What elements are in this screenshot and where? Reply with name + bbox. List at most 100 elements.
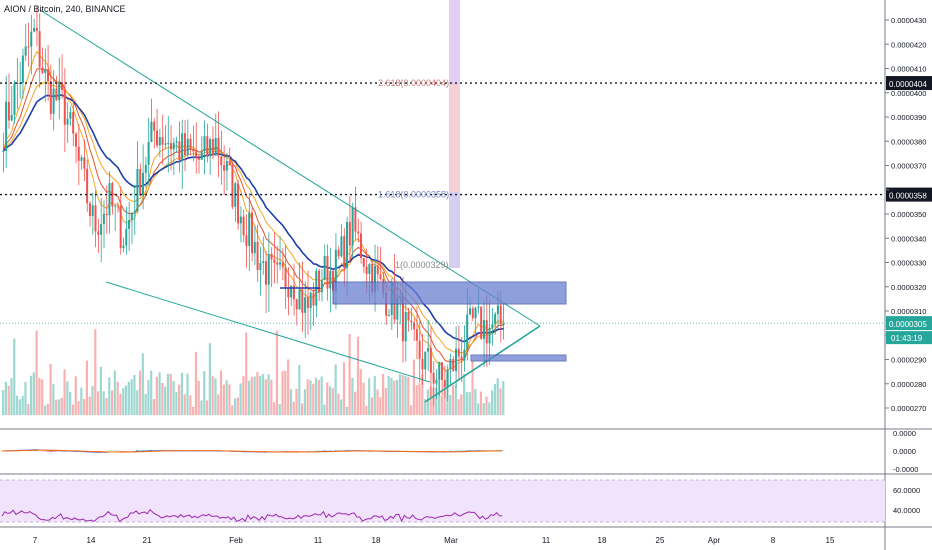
- candle-body: [455, 348, 457, 372]
- volume-bar: [183, 394, 186, 415]
- candle-body: [278, 262, 281, 265]
- volume-bar: [7, 385, 10, 415]
- volume-bar: [323, 404, 326, 415]
- volume-bar: [155, 376, 158, 415]
- volume-bar: [396, 379, 399, 415]
- volume-bar: [2, 390, 5, 415]
- volume-bar: [4, 381, 7, 415]
- macd-histogram-bar: [46, 451, 49, 452]
- candle-body: [404, 311, 407, 342]
- volume-bar: [468, 391, 471, 415]
- candle-body: [183, 133, 186, 156]
- chart-title: AION / Bitcoin, 240, BINANCE: [4, 4, 126, 14]
- volume-bar: [376, 389, 379, 415]
- candle-body: [348, 222, 351, 246]
- volume-bar: [27, 404, 30, 415]
- candle-body: [211, 139, 214, 156]
- ema-orange-slow-line: [2, 81, 504, 354]
- candle-body: [220, 156, 223, 166]
- candle-body: [306, 297, 309, 309]
- candle-body: [225, 161, 228, 171]
- candle-body: [365, 266, 368, 274]
- volume-bar: [326, 382, 329, 415]
- volume-bar: [342, 362, 346, 415]
- volume-bar: [21, 395, 24, 415]
- candle-body: [102, 213, 105, 224]
- candle-body: [491, 324, 494, 328]
- candle-body: [41, 67, 44, 73]
- candle-body: [133, 211, 136, 213]
- volume-bar: [119, 393, 122, 415]
- candle-body: [21, 55, 24, 83]
- volume-bar: [172, 380, 175, 415]
- candle-body: [463, 349, 466, 361]
- volume-bar: [451, 385, 455, 415]
- time-axis-label: Feb: [229, 536, 243, 545]
- macd-histogram-bar: [99, 451, 102, 452]
- candle-body: [63, 89, 66, 125]
- volume-bar: [345, 406, 348, 415]
- candle-body: [231, 165, 234, 207]
- volume-bar: [178, 384, 181, 415]
- volume-bar: [38, 378, 41, 415]
- candle-body: [60, 82, 63, 90]
- volume-bar: [122, 388, 125, 415]
- time-axis-label: 15: [826, 536, 835, 545]
- volume-bar: [393, 380, 396, 415]
- candle-body: [195, 151, 198, 158]
- candle-body: [415, 329, 418, 341]
- countdown-tag: [886, 331, 932, 345]
- candle-body: [276, 262, 279, 265]
- volume-bar: [496, 378, 499, 415]
- volume-bar: [298, 364, 301, 415]
- volume-bar: [354, 391, 357, 415]
- macd-histogram-bar: [138, 450, 142, 451]
- fib-level-label: 1(0.0000329): [395, 260, 449, 270]
- volume-bar: [88, 396, 91, 415]
- candle-body: [24, 46, 27, 56]
- volume-bar: [150, 370, 153, 415]
- volume-bar: [471, 361, 474, 415]
- volume-bar: [477, 403, 480, 415]
- candle-body: [16, 82, 19, 84]
- time-axis-label: Apr: [708, 536, 721, 545]
- candle-body: [27, 46, 30, 48]
- candle-body: [100, 223, 103, 235]
- volume-bar: [270, 379, 273, 415]
- candle-body: [122, 245, 125, 249]
- fib-level-label: 2.618(0.0000404): [378, 78, 449, 88]
- candle-body: [441, 362, 444, 381]
- volume-bar: [102, 391, 105, 415]
- candle-body: [136, 168, 139, 212]
- candle-body: [471, 308, 474, 319]
- time-axis-label: 7: [33, 536, 38, 545]
- candle-body: [468, 308, 471, 315]
- volume-bar: [407, 376, 410, 415]
- volume-bar: [211, 376, 214, 415]
- candle-body: [424, 351, 427, 370]
- volume-bar: [488, 402, 491, 415]
- volume-bar: [85, 360, 89, 415]
- price-axis-label: 0.0000370: [891, 162, 926, 171]
- candle-body: [147, 141, 150, 165]
- volume-bar: [404, 375, 407, 415]
- volume-bar: [264, 379, 267, 415]
- volume-bar: [289, 389, 293, 415]
- volume-bar: [334, 364, 337, 415]
- volume-bar: [356, 336, 360, 415]
- time-axis-label: 11: [314, 536, 323, 545]
- candle-body: [362, 258, 365, 267]
- volume-bar: [247, 380, 251, 415]
- price-axis-label: 0.0000310: [891, 307, 926, 316]
- candle-body: [446, 369, 449, 387]
- volume-bar: [127, 381, 130, 415]
- resistance-zone-box: [332, 281, 567, 305]
- volume-bar: [110, 390, 114, 415]
- volume-bar: [136, 390, 139, 415]
- candle-body: [69, 112, 72, 119]
- candle-body: [351, 207, 354, 246]
- candle-body: [312, 292, 315, 306]
- candle-body: [429, 348, 432, 373]
- volume-bar: [138, 370, 142, 415]
